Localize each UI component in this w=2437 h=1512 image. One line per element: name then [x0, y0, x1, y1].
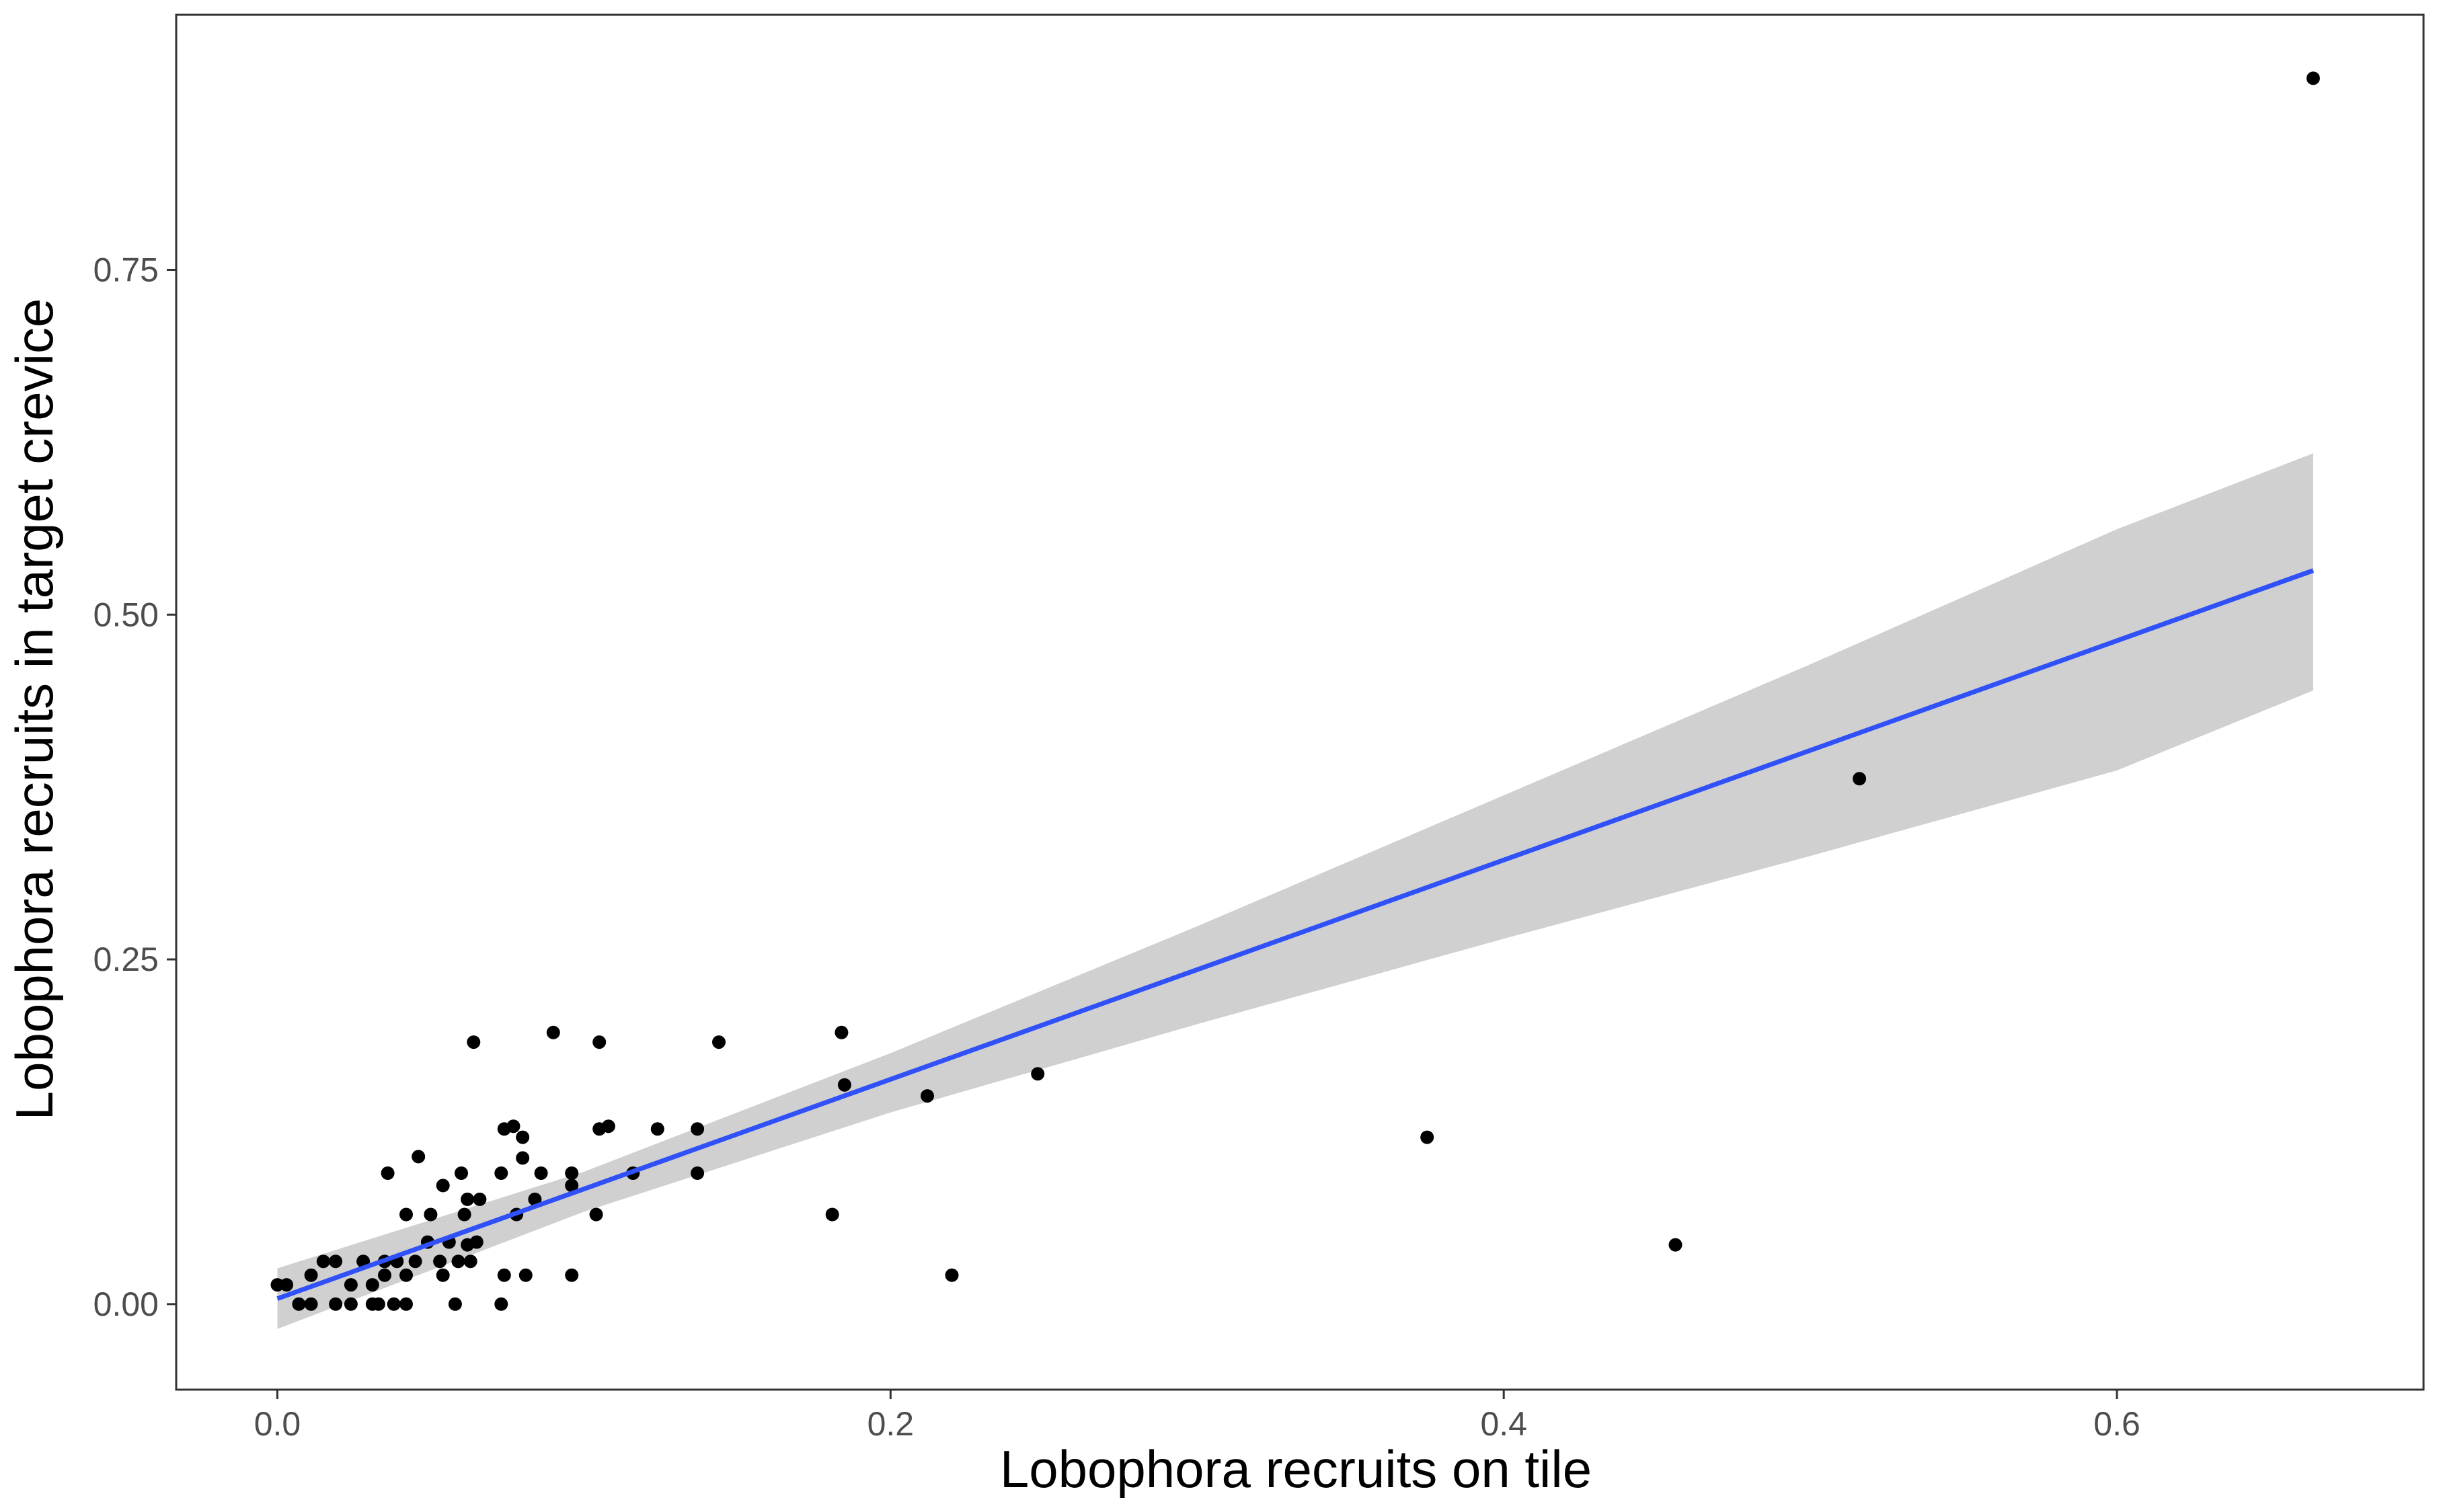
data-point	[494, 1297, 508, 1311]
data-point	[436, 1179, 450, 1193]
data-point	[546, 1025, 560, 1039]
data-point	[565, 1179, 579, 1193]
data-point	[457, 1207, 471, 1222]
data-point	[316, 1255, 330, 1269]
data-point	[650, 1122, 664, 1136]
data-point	[365, 1278, 379, 1292]
data-point	[469, 1235, 483, 1249]
data-point	[399, 1268, 413, 1282]
data-point	[945, 1268, 959, 1282]
data-point	[461, 1192, 475, 1206]
panel-border	[175, 13, 2425, 1391]
data-point	[436, 1268, 450, 1282]
data-point	[516, 1130, 530, 1144]
x-tick-label: 0.4	[1480, 1405, 1527, 1443]
data-point	[835, 1025, 849, 1039]
data-point	[2306, 71, 2320, 85]
data-point	[399, 1207, 413, 1222]
y-tick-label: 0.00	[93, 1285, 159, 1323]
x-tick-label: 0.2	[867, 1405, 915, 1443]
data-point	[589, 1207, 603, 1222]
x-axis: 0.0 0.2 0.4 0.6	[254, 1390, 2140, 1443]
fit-line-layer	[276, 568, 2315, 1301]
data-point	[399, 1297, 413, 1311]
data-point	[371, 1297, 385, 1311]
x-tick-label: 0.6	[2093, 1405, 2140, 1443]
data-point	[691, 1166, 705, 1180]
fit-line	[276, 568, 2315, 1301]
y-axis: 0.00 0.25 0.50 0.75	[93, 251, 176, 1323]
data-point	[691, 1122, 705, 1136]
x-tick-label: 0.0	[254, 1405, 301, 1443]
data-point	[378, 1268, 391, 1282]
data-point	[837, 1078, 851, 1092]
data-point	[712, 1035, 726, 1049]
data-point	[506, 1119, 520, 1133]
y-tick-label: 0.25	[93, 941, 159, 978]
confidence-band	[277, 453, 2313, 1329]
data-point	[451, 1255, 465, 1269]
data-point	[463, 1255, 477, 1269]
data-point	[1668, 1238, 1682, 1252]
data-point	[412, 1150, 426, 1164]
data-point	[344, 1278, 358, 1292]
data-point	[448, 1297, 462, 1311]
data-point	[601, 1119, 615, 1133]
data-point	[304, 1297, 318, 1311]
data-point	[280, 1278, 294, 1292]
data-point	[433, 1255, 447, 1269]
data-point	[516, 1151, 530, 1165]
y-axis-title: Lobophora recruits in target crevice	[5, 299, 64, 1121]
data-point	[467, 1035, 481, 1049]
data-point	[592, 1035, 607, 1049]
data-point	[473, 1192, 487, 1206]
data-point	[518, 1268, 533, 1282]
data-point	[292, 1297, 306, 1311]
data-point	[344, 1297, 358, 1311]
data-point	[494, 1166, 508, 1180]
data-point	[387, 1297, 401, 1311]
confidence-band-layer	[277, 453, 2313, 1329]
data-point	[381, 1166, 395, 1180]
y-tick-label: 0.50	[93, 596, 159, 633]
data-point	[921, 1089, 934, 1103]
data-point	[329, 1255, 343, 1269]
data-point	[304, 1268, 318, 1282]
data-point	[424, 1207, 438, 1222]
y-tick-label: 0.75	[93, 251, 159, 288]
data-point	[825, 1207, 839, 1222]
data-point	[565, 1166, 579, 1180]
x-axis-title: Lobophora recruits on tile	[1000, 1439, 1592, 1499]
data-point	[528, 1192, 542, 1206]
data-point	[329, 1297, 343, 1311]
data-point	[1853, 772, 1867, 786]
data-point	[565, 1268, 579, 1282]
data-point	[408, 1255, 422, 1269]
data-point	[534, 1166, 548, 1180]
data-point	[455, 1166, 468, 1180]
data-point	[1031, 1067, 1045, 1081]
data-point	[1420, 1130, 1434, 1144]
data-point	[497, 1268, 511, 1282]
